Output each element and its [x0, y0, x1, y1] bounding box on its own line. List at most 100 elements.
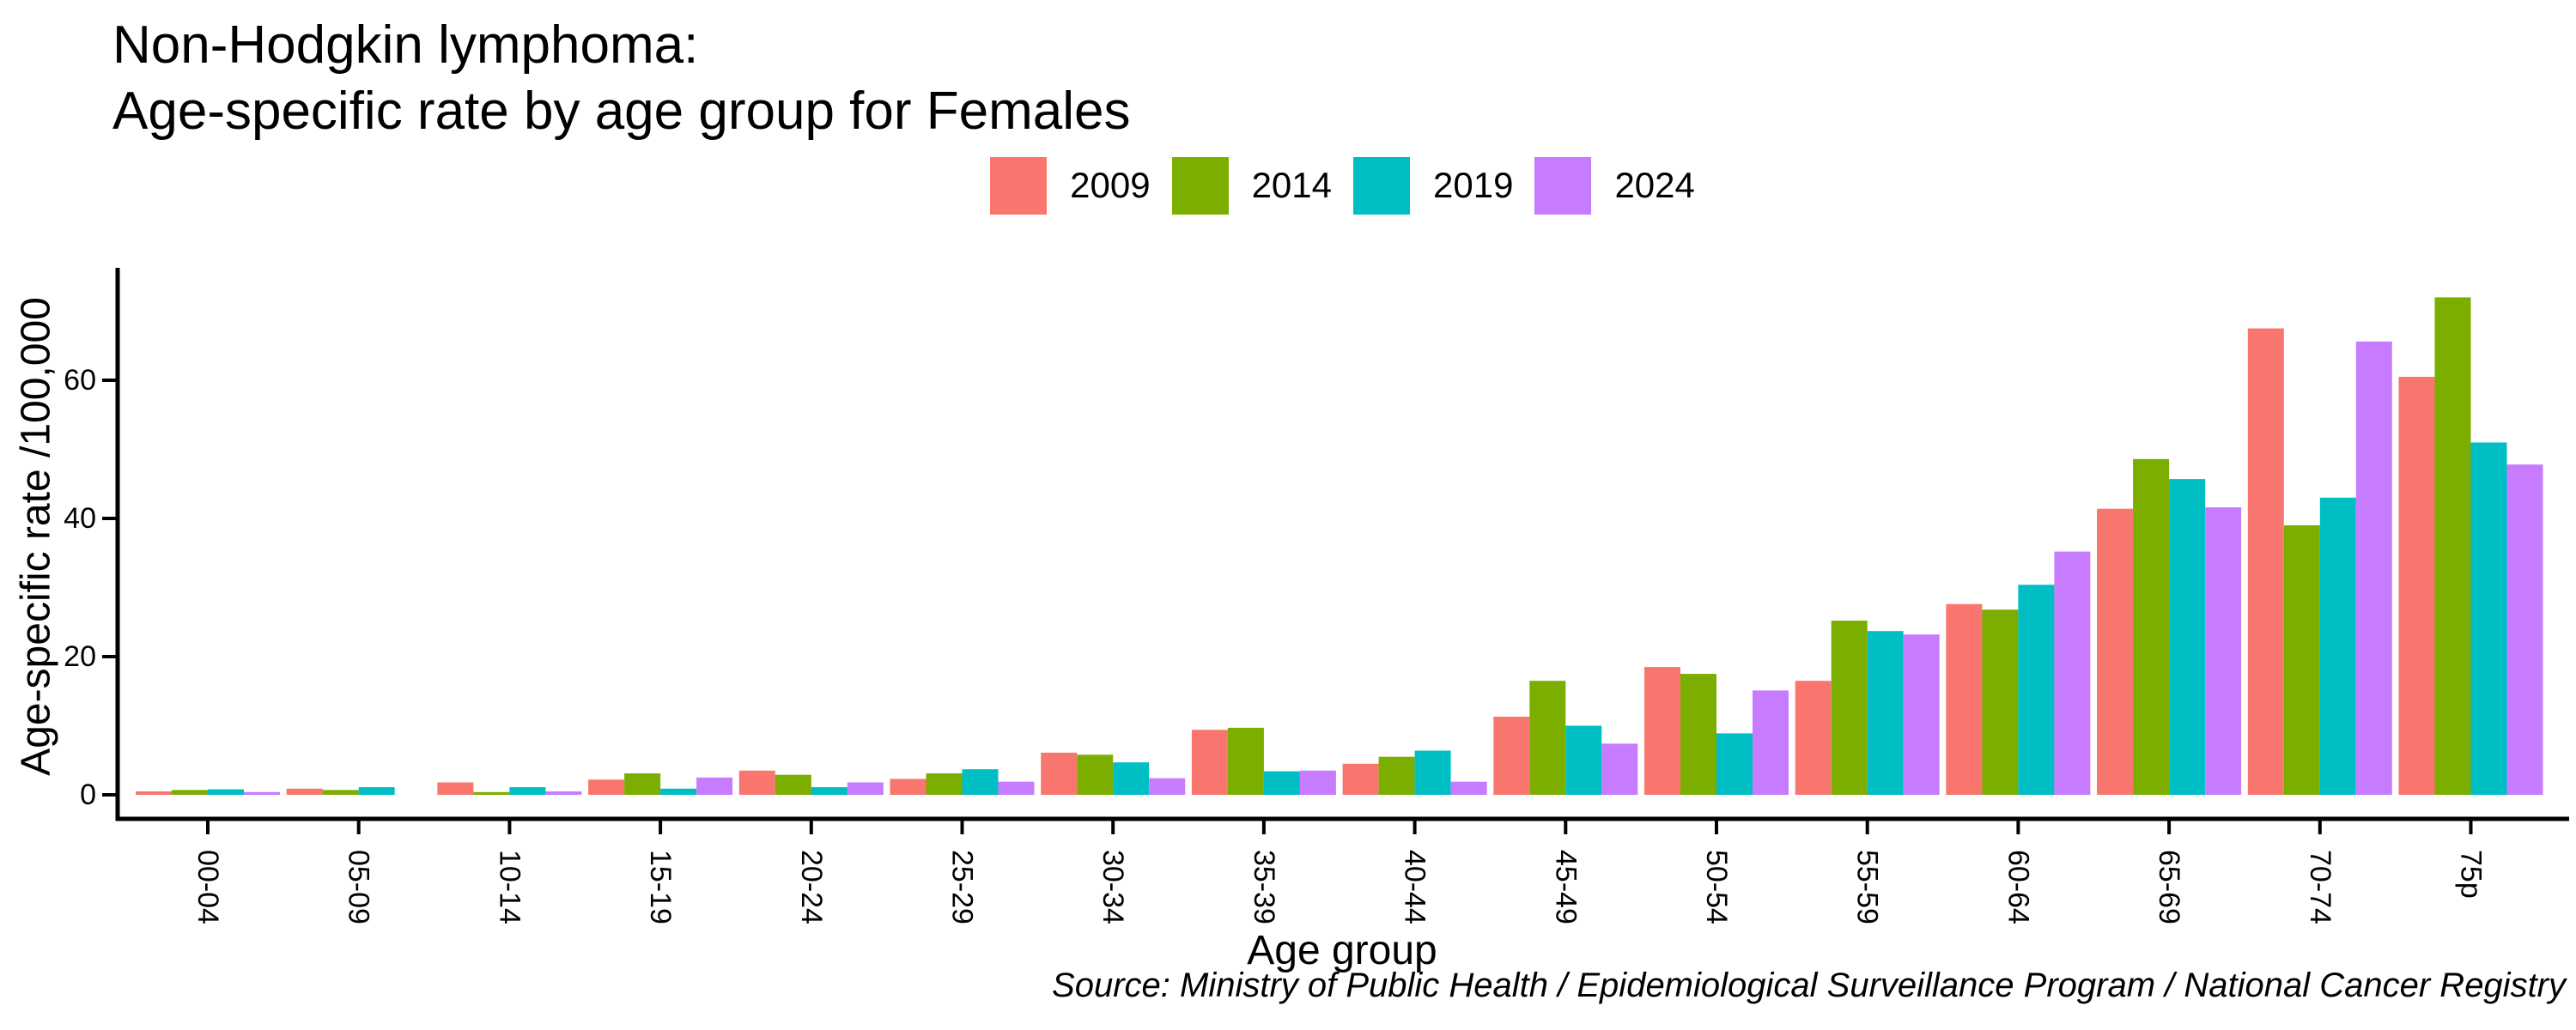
legend-item-2024: 2024 — [1534, 156, 1695, 215]
bar-2009-40-44 — [1342, 763, 1379, 795]
y-tick-label-0: 0 — [80, 779, 96, 811]
x-tick-label-45-49: 45-49 — [1549, 850, 1582, 924]
x-tick-label-55-59: 55-59 — [1851, 850, 1884, 924]
bar-2019-10-14 — [509, 787, 546, 795]
y-tick-label-60: 60 — [64, 364, 96, 397]
bar-2014-15-19 — [624, 773, 661, 795]
bar-2019-75p — [2470, 442, 2507, 796]
bar-2009-05-09 — [286, 788, 323, 795]
y-axis-title: Age-specific rate /100,000 — [13, 297, 59, 776]
x-tick-label-30-34: 30-34 — [1097, 850, 1129, 924]
bar-2024-70-74 — [2355, 341, 2392, 795]
bar-2014-75p — [2434, 297, 2471, 795]
bar-2019-00-04 — [208, 789, 244, 795]
x-tick-label-00-04: 00-04 — [191, 850, 224, 924]
legend-label-2014: 2014 — [1251, 165, 1332, 205]
bar-2014-60-64 — [1982, 609, 2019, 795]
legend-swatch-2009 — [990, 156, 1048, 215]
bar-2014-65-69 — [2133, 458, 2170, 795]
y-tick-label-40: 40 — [64, 502, 96, 535]
bar-2014-20-24 — [775, 774, 811, 795]
y-tick-label-20: 20 — [64, 640, 96, 673]
bar-2014-45-49 — [1529, 681, 1566, 795]
bar-2024-75p — [2506, 464, 2543, 795]
source-note: Source: Ministry of Public Health / Epid… — [1052, 966, 2566, 1004]
bar-2014-70-74 — [2283, 525, 2320, 795]
chart-title: Non-Hodgkin lymphoma: Age-specific rate … — [112, 12, 1130, 144]
legend-swatch-2019 — [1353, 156, 1410, 215]
bar-2009-30-34 — [1041, 752, 1078, 795]
bar-2019-55-59 — [1867, 631, 1904, 795]
bar-2019-60-64 — [2018, 585, 2055, 795]
x-tick-label-40-44: 40-44 — [1399, 850, 1431, 924]
bar-2009-00-04 — [136, 791, 172, 795]
bar-2024-20-24 — [847, 782, 884, 795]
legend-item-2014: 2014 — [1171, 156, 1332, 215]
bar-2024-50-54 — [1753, 690, 1789, 795]
bar-2009-20-24 — [738, 770, 775, 795]
bar-2009-45-49 — [1493, 717, 1530, 795]
bar-2009-65-69 — [2097, 508, 2134, 795]
bar-2024-55-59 — [1903, 634, 1940, 795]
bar-2014-35-39 — [1227, 727, 1264, 795]
bar-2019-35-39 — [1263, 771, 1300, 795]
bar-2009-60-64 — [1946, 603, 1983, 795]
bar-2019-20-24 — [811, 787, 848, 795]
bar-2024-40-44 — [1450, 781, 1487, 795]
bar-2019-25-29 — [962, 769, 999, 795]
chart-title-line1: Non-Hodgkin lymphoma: — [112, 15, 699, 75]
x-tick-label-20-24: 20-24 — [795, 850, 828, 924]
bar-2009-50-54 — [1644, 667, 1680, 795]
bar-2014-55-59 — [1831, 621, 1868, 795]
bar-2009-15-19 — [588, 779, 625, 795]
bar-2024-65-69 — [2205, 507, 2242, 795]
bar-2024-35-39 — [1299, 770, 1336, 795]
legend-item-2019: 2019 — [1353, 156, 1514, 215]
x-tick-label-15-19: 15-19 — [644, 850, 677, 924]
x-tick-label-35-39: 35-39 — [1248, 850, 1280, 924]
legend-swatch-2014 — [1171, 156, 1229, 215]
legend-label-2024: 2024 — [1614, 165, 1695, 205]
chart-title-line2: Age-specific rate by age group for Femal… — [112, 82, 1131, 141]
bar-2019-65-69 — [2169, 479, 2206, 795]
bar-2009-55-59 — [1795, 681, 1832, 795]
legend-item-2009: 2009 — [990, 156, 1151, 215]
bar-2019-70-74 — [2319, 497, 2356, 795]
bar-2009-35-39 — [1191, 730, 1228, 795]
x-tick-label-75p: 75p — [2455, 850, 2488, 899]
bar-2009-75p — [2398, 377, 2435, 795]
bar-2014-05-09 — [322, 790, 359, 795]
bar-2009-25-29 — [890, 779, 927, 795]
bar-2024-15-19 — [696, 777, 733, 795]
bar-2014-00-04 — [172, 790, 208, 795]
bar-2024-25-29 — [998, 781, 1035, 795]
x-tick-label-65-69: 65-69 — [2153, 850, 2185, 924]
bar-2019-40-44 — [1414, 750, 1451, 795]
bar-2019-50-54 — [1716, 733, 1753, 795]
bar-2014-10-14 — [473, 791, 510, 795]
bar-2019-05-09 — [358, 787, 395, 795]
bar-2009-10-14 — [437, 782, 474, 795]
bar-2024-00-04 — [244, 791, 280, 795]
x-tick-label-50-54: 50-54 — [1700, 850, 1733, 924]
bar-2024-45-49 — [1601, 743, 1638, 795]
legend-label-2009: 2009 — [1070, 165, 1151, 205]
x-axis-title: Age group — [1247, 928, 1437, 973]
bar-2024-30-34 — [1149, 778, 1186, 795]
x-tick-label-05-09: 05-09 — [343, 850, 375, 924]
bar-2019-15-19 — [660, 788, 697, 795]
x-tick-label-10-14: 10-14 — [493, 850, 526, 924]
bar-2014-50-54 — [1680, 674, 1716, 795]
bar-2014-40-44 — [1378, 756, 1415, 795]
bar-2014-25-29 — [926, 773, 963, 795]
x-tick-label-70-74: 70-74 — [2304, 850, 2336, 924]
x-tick-label-25-29: 25-29 — [946, 850, 979, 924]
bar-2014-30-34 — [1077, 754, 1114, 795]
legend-label-2019: 2019 — [1433, 165, 1514, 205]
x-tick-label-60-64: 60-64 — [2002, 850, 2034, 924]
bar-2024-60-64 — [2054, 551, 2091, 795]
bar-2019-45-49 — [1565, 725, 1602, 795]
bar-2024-10-14 — [545, 791, 582, 795]
